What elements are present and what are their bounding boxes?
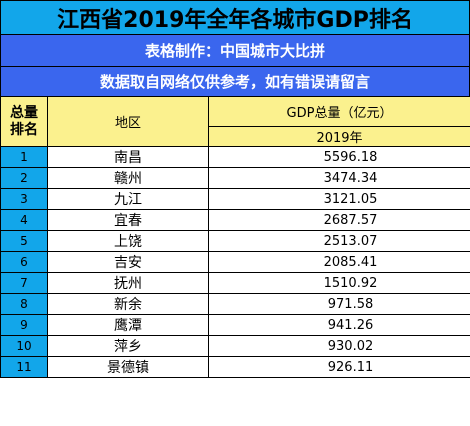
rank-column-header: 总量 排名 bbox=[0, 96, 48, 147]
gdp-value-cell: 5596.18 bbox=[208, 146, 470, 168]
rank-cell: 6 bbox=[0, 251, 48, 273]
rank-cell: 7 bbox=[0, 272, 48, 294]
gdp-value-cell: 3121.05 bbox=[208, 188, 470, 210]
rank-cell: 4 bbox=[0, 209, 48, 231]
table-row: 9 鹰潭 941.26 bbox=[0, 314, 470, 336]
rank-header-line2: 排名 bbox=[10, 121, 38, 138]
city-cell: 抚州 bbox=[47, 272, 209, 294]
city-cell: 新余 bbox=[47, 293, 209, 315]
gdp-value-cell: 930.02 bbox=[208, 335, 470, 357]
table-row: 11 景德镇 926.11 bbox=[0, 356, 470, 378]
city-cell: 上饶 bbox=[47, 230, 209, 252]
gdp-value-cell: 3474.34 bbox=[208, 167, 470, 189]
gdp-column-header: GDP总量（亿元） bbox=[208, 96, 470, 127]
rank-header-line1: 总量 bbox=[10, 104, 38, 121]
rank-cell: 3 bbox=[0, 188, 48, 210]
table-row: 4 宜春 2687.57 bbox=[0, 209, 470, 231]
city-cell: 南昌 bbox=[47, 146, 209, 168]
data-disclaimer: 数据取自网络仅供参考，如有错误请留言 bbox=[0, 66, 470, 96]
gdp-value-cell: 1510.92 bbox=[208, 272, 470, 294]
city-cell: 九江 bbox=[47, 188, 209, 210]
sheet-title: 江西省2019年全年各城市GDP排名 bbox=[0, 0, 470, 34]
gdp-table: 总量 排名 地区 GDP总量（亿元） 2019年 1 南昌 5596.18 2 赣州 34… bbox=[0, 96, 470, 378]
rank-cell: 2 bbox=[0, 167, 48, 189]
table-row: 8 新余 971.58 bbox=[0, 293, 470, 315]
gdp-value-cell: 2687.57 bbox=[208, 209, 470, 231]
city-cell: 赣州 bbox=[47, 167, 209, 189]
table-row: 10 萍乡 930.02 bbox=[0, 335, 470, 357]
rank-cell: 9 bbox=[0, 314, 48, 336]
rank-cell: 10 bbox=[0, 335, 48, 357]
table-row: 2 赣州 3474.34 bbox=[0, 167, 470, 189]
gdp-value-cell: 2513.07 bbox=[208, 230, 470, 252]
rank-cell: 5 bbox=[0, 230, 48, 252]
table-header-row: 总量 排名 地区 GDP总量（亿元） bbox=[0, 96, 470, 147]
region-column-header: 地区 bbox=[47, 96, 209, 147]
maker-credit: 表格制作：中国城市大比拼 bbox=[0, 34, 470, 66]
gdp-value-cell: 2085.41 bbox=[208, 251, 470, 273]
rank-cell: 11 bbox=[0, 356, 48, 378]
city-cell: 景德镇 bbox=[47, 356, 209, 378]
gdp-value-cell: 941.26 bbox=[208, 314, 470, 336]
rank-cell: 1 bbox=[0, 146, 48, 168]
table-row: 7 抚州 1510.92 bbox=[0, 272, 470, 294]
city-cell: 宜春 bbox=[47, 209, 209, 231]
table-row: 6 吉安 2085.41 bbox=[0, 251, 470, 273]
rank-cell: 8 bbox=[0, 293, 48, 315]
gdp-value-cell: 971.58 bbox=[208, 293, 470, 315]
table-subheader-row: 2019年 bbox=[1, 126, 470, 147]
city-cell: 鹰潭 bbox=[47, 314, 209, 336]
table-row: 3 九江 3121.05 bbox=[0, 188, 470, 210]
table-row: 1 南昌 5596.18 bbox=[0, 146, 470, 168]
year-column-header: 2019年 bbox=[208, 126, 470, 147]
table-row: 5 上饶 2513.07 bbox=[0, 230, 470, 252]
city-cell: 萍乡 bbox=[47, 335, 209, 357]
gdp-value-cell: 926.11 bbox=[208, 356, 470, 378]
city-cell: 吉安 bbox=[47, 251, 209, 273]
